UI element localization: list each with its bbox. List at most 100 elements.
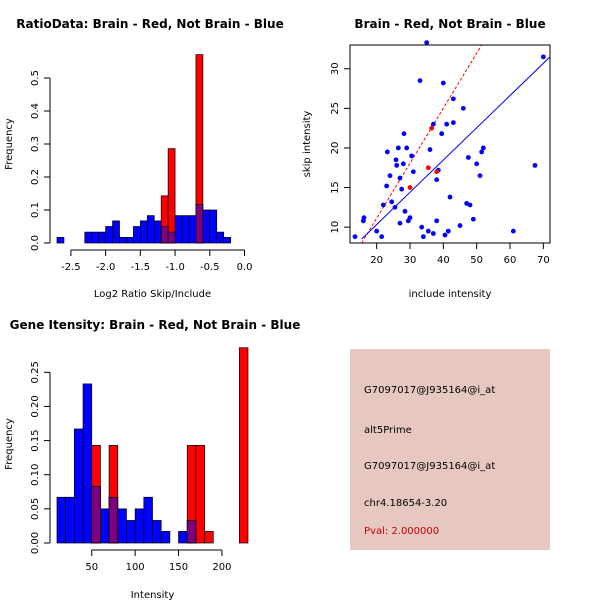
x-tick-label: -1.5 [131, 262, 151, 273]
not-brain-bar [223, 237, 231, 244]
ratio-histogram-panel: RatioData: Brain - Red, Not Brain - Blue… [4, 17, 284, 300]
y-axis-label: Frequency [4, 118, 15, 170]
y-tick-label: 0.10 [30, 464, 41, 486]
not-brain-bar [126, 237, 134, 244]
not-brain-point [447, 194, 453, 200]
not-brain-point [467, 202, 473, 208]
plot-frame [349, 44, 551, 244]
gene-intensity-histogram-panel: Gene Itensity: Brain - Red, Not Brain - … [4, 318, 300, 600]
x-tick-label: 40 [437, 255, 450, 266]
y-tick-label: 0.20 [30, 395, 41, 417]
not-brain-point [419, 224, 425, 230]
event-type-line: alt5Prime [364, 425, 412, 436]
not-brain-point [465, 155, 471, 160]
y-tick-label: 0.15 [30, 429, 41, 451]
not-brain-point [397, 220, 403, 226]
not-brain-point [479, 149, 485, 155]
not-brain-point [379, 234, 385, 240]
not-brain-bar [65, 496, 75, 544]
not-brain-bar [188, 215, 197, 244]
y-axis-label: skip intensity [302, 111, 313, 178]
y-tick-label: 0.5 [30, 70, 41, 86]
y-tick-label: 0.3 [30, 136, 41, 152]
overlap-bar [160, 226, 169, 244]
not-brain-point [384, 183, 390, 189]
not-brain-bar [119, 237, 127, 244]
x-tick-label: 50 [470, 255, 483, 266]
not-brain-point [427, 147, 433, 152]
not-brain-bar [84, 231, 93, 244]
not-brain-point [393, 157, 399, 163]
x-tick-label: 30 [404, 255, 417, 266]
brain-point [429, 125, 435, 131]
not-brain-bar [146, 215, 155, 244]
fit-lines [361, 45, 550, 243]
chart-title: Gene Itensity: Brain - Red, Not Brain - … [10, 318, 301, 332]
x-tick-label: -0.5 [200, 262, 220, 273]
x-tick-label: 60 [504, 255, 517, 266]
not-brain-point [399, 186, 405, 192]
y-tick-label: 0.4 [30, 103, 41, 119]
not-brain-bar [56, 237, 65, 244]
not-brain-point [434, 218, 440, 224]
not-brain-bar [143, 496, 153, 544]
not-brain-point [440, 80, 446, 86]
not-brain-bar [126, 520, 136, 544]
not-brain-point [450, 120, 456, 126]
not-brain-point [392, 204, 398, 210]
not-brain-point [402, 208, 408, 214]
overlap-bar [108, 496, 119, 544]
not-brain-bar [98, 231, 106, 244]
not-brain-point [480, 145, 486, 151]
brain-bar [204, 531, 214, 544]
not-brain-point [361, 215, 367, 221]
not-brain-bar [91, 231, 100, 244]
y-tick-label: 30 [330, 62, 341, 75]
x-tick-label: 100 [126, 562, 145, 573]
not-brain-point [450, 96, 456, 102]
x-tick-label: -2.5 [61, 262, 81, 273]
overlap-bar [91, 485, 101, 544]
not-brain-point [439, 131, 445, 137]
not-brain-point [470, 216, 476, 222]
not-brain-point [374, 228, 380, 234]
not-brain-point [510, 228, 516, 234]
y-tick-label: 0.2 [30, 169, 41, 185]
not-brain-point [442, 232, 448, 238]
not-brain-point [400, 161, 406, 167]
info-panel: G7097017@J935164@i_at alt5Prime G7097017… [350, 349, 550, 550]
not-brain-point [425, 228, 431, 234]
y-axis-label: Frequency [4, 418, 15, 470]
not-brain-point [434, 177, 440, 183]
not-brain-bar [202, 209, 211, 244]
not-brain-point [387, 173, 393, 179]
x-tick-label: 150 [169, 562, 188, 573]
x-tick-label: -1.0 [165, 262, 185, 273]
y-tick-label: 15 [330, 181, 341, 194]
not-brain-point [410, 169, 416, 175]
not-brain-bar [82, 383, 93, 544]
probe-id-line: G7097017@J935164@i_at [364, 385, 496, 396]
not-brain-point [474, 161, 480, 167]
x-axis-label: Log2 Ratio Skip/Include [94, 289, 211, 300]
not-brain-bar [112, 220, 120, 244]
not-brain-bar [105, 226, 113, 244]
x-axis-label: include intensity [409, 289, 492, 300]
not-brain-point [404, 145, 410, 151]
brain-point [434, 169, 440, 175]
x-tick-label: -2.0 [96, 262, 116, 273]
not-brain-point [397, 175, 403, 181]
chart-title: Brain - Red, Not Brain - Blue [354, 17, 545, 31]
x-tick-label: 20 [370, 255, 383, 266]
x-tick-label: 50 [85, 562, 98, 573]
not-brain-point [445, 228, 451, 234]
not-brain-bar [56, 496, 67, 544]
not-brain-bar [153, 220, 162, 244]
probe-id-repeat-line: G7097017@J935164@i_at [364, 461, 496, 472]
not-brain-bar [74, 428, 84, 544]
brain-bar [167, 148, 176, 244]
not-brain-bar [134, 508, 145, 544]
not-brain-point [424, 40, 430, 46]
not-brain-bar [152, 520, 162, 544]
not-brain-point [477, 173, 483, 179]
